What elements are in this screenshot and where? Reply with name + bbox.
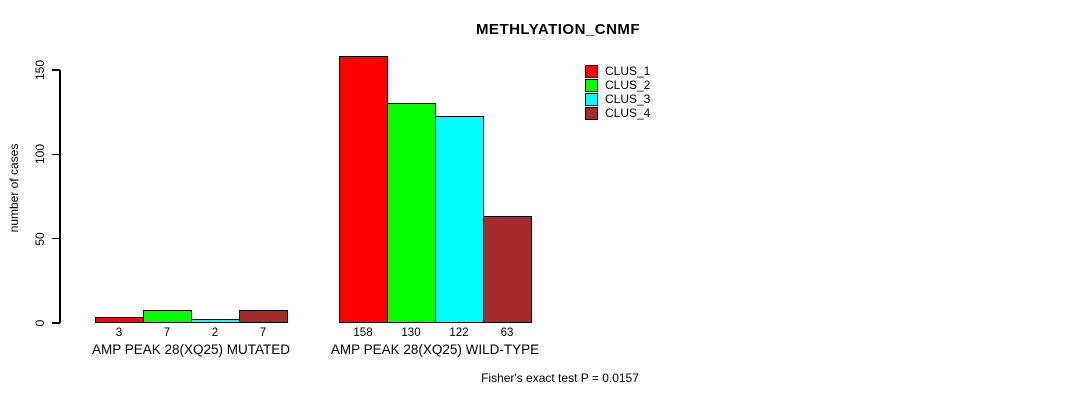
bar-clus_3-group-1 [191,319,240,323]
chart-title: METHLYATION_CNMF [475,21,641,38]
bar-value-label: 7 [163,327,171,339]
legend-label: CLUS_4 [605,106,651,120]
legend-item-clus_2: CLUS_2 [585,78,650,92]
bar-clus_2-group-2 [387,103,436,323]
legend-label: CLUS_3 [605,92,651,106]
bar-value-label: 3 [115,327,123,339]
y-tick-label: 100 [33,144,47,165]
bar-clus_4-group-1 [239,310,288,323]
legend-item-clus_3: CLUS_3 [585,92,650,106]
category-label: AMP PEAK 28(XQ25) MUTATED [91,342,291,357]
bar-clus_4-group-2 [483,216,532,323]
bar-clus_1-group-2 [339,56,388,323]
legend-label: CLUS_1 [605,64,651,78]
category-label: AMP PEAK 28(XQ25) WILD-TYPE [330,342,540,357]
legend-item-clus_4: CLUS_4 [585,106,650,120]
y-tick-label: 150 [33,59,47,81]
bar-value-label: 2 [211,327,219,339]
bar-value-label: 158 [353,327,373,339]
legend-swatch-icon [585,106,598,120]
y-tick [52,237,60,240]
y-axis-line [59,70,61,323]
y-tick [52,322,60,324]
fisher-test-annotation: Fisher's exact test P = 0.0157 [481,371,639,385]
bar-clus_1-group-1 [95,317,144,323]
bar-value-label: 63 [500,327,514,339]
legend-item-clus_1: CLUS_1 [585,64,650,78]
bar-value-label: 7 [259,327,267,339]
legend-swatch-icon [585,92,598,106]
y-tick [52,69,60,71]
legend-label: CLUS_2 [605,78,651,92]
bar-value-label: 122 [449,327,469,339]
legend-swatch-icon [585,78,598,92]
bar-value-label: 130 [401,327,421,339]
y-tick-label: 0 [33,319,47,327]
bar-clus_3-group-2 [435,116,484,323]
y-tick-label: 50 [33,231,47,246]
chart-legend: CLUS_1 CLUS_2 CLUS_3 CLUS_4 [585,64,650,120]
bar-clus_2-group-1 [143,310,192,323]
y-tick [52,153,60,156]
legend-swatch-icon [585,64,598,78]
